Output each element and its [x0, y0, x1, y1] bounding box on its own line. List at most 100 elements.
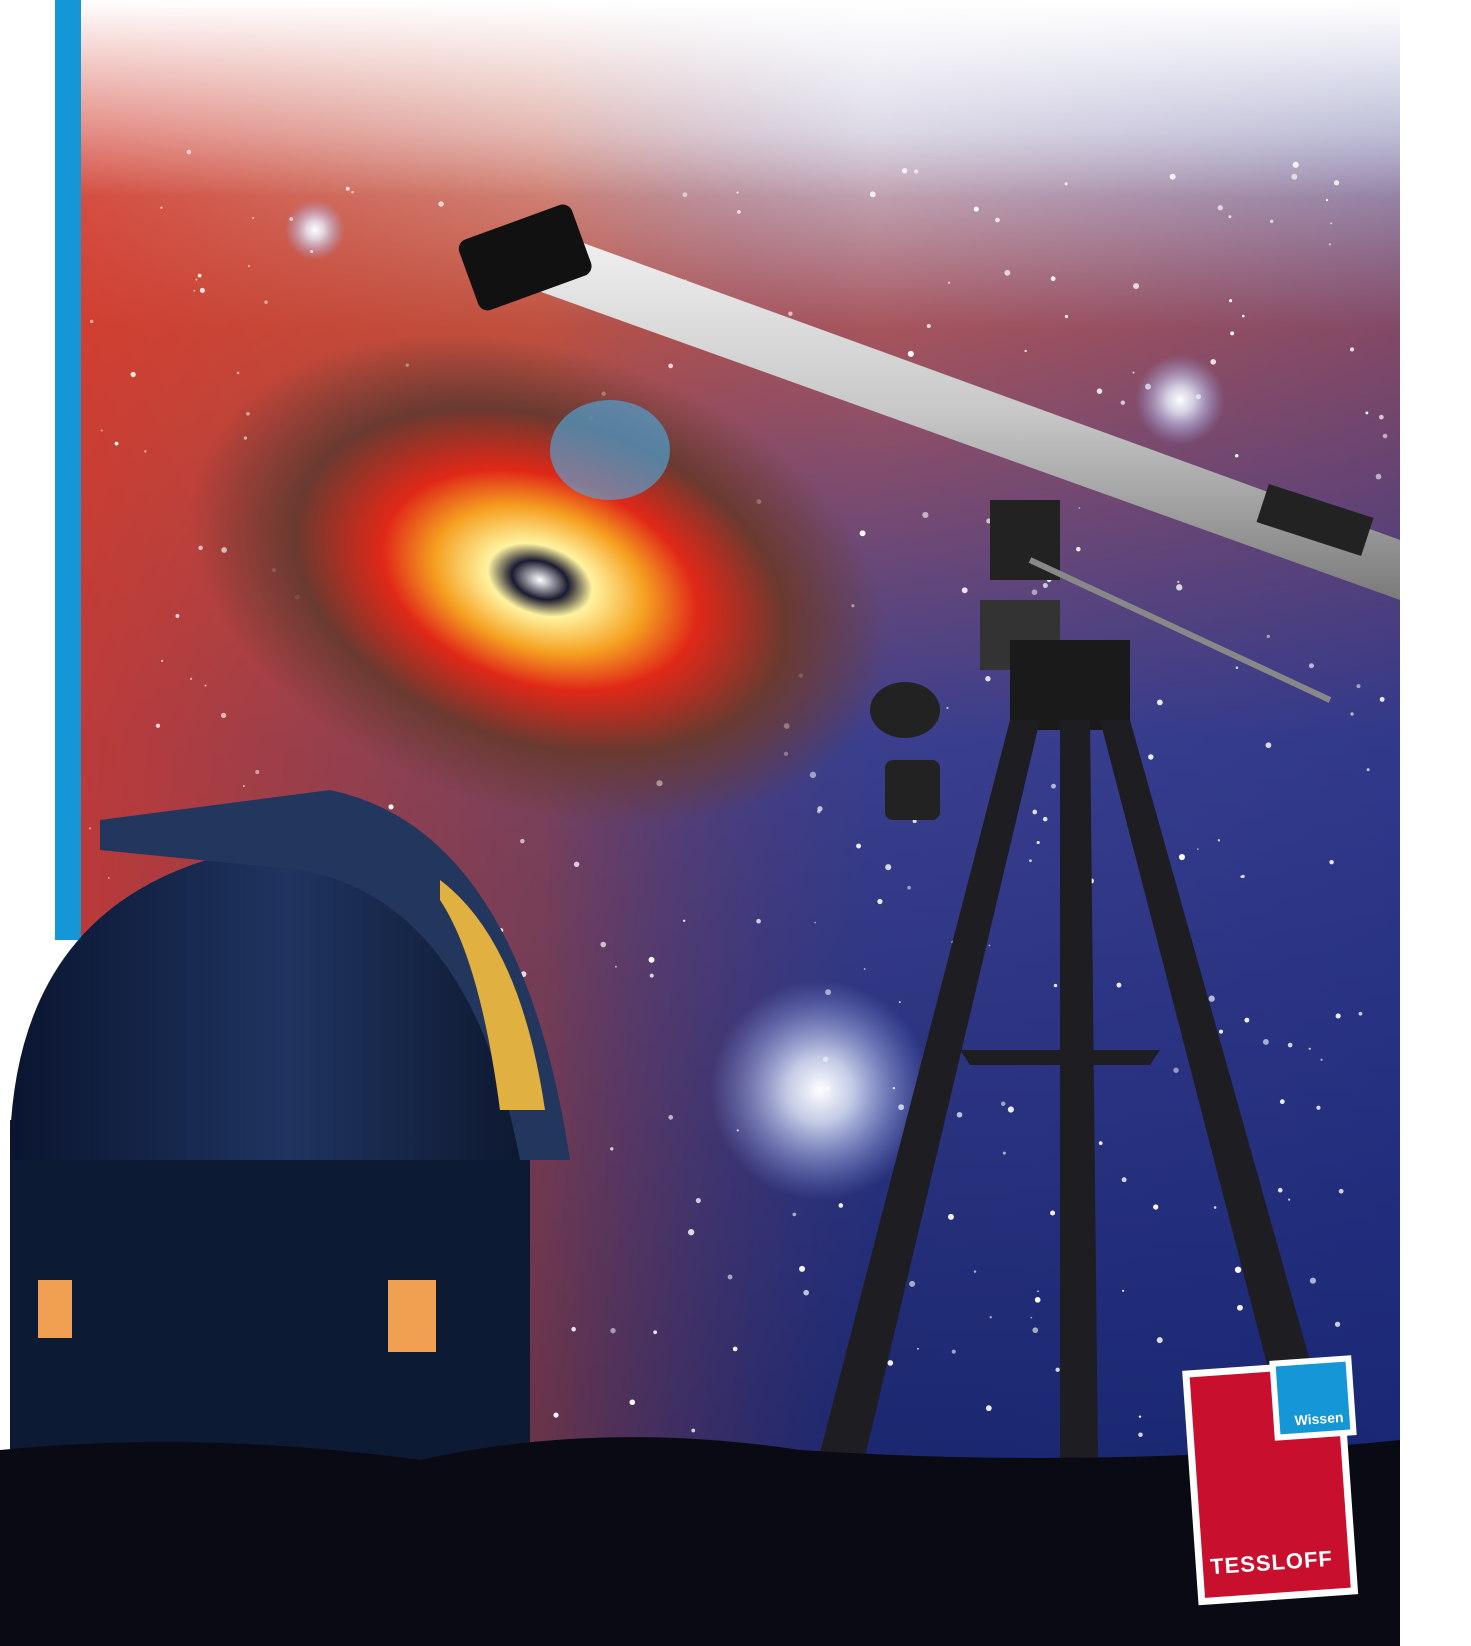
- star: [175, 614, 179, 618]
- star: [1210, 359, 1216, 365]
- star: [877, 899, 882, 904]
- star: [1138, 1432, 1143, 1437]
- star: [1065, 182, 1068, 185]
- star: [1133, 283, 1139, 289]
- star: [1097, 388, 1102, 393]
- star: [1219, 1030, 1223, 1034]
- star: [682, 192, 687, 197]
- star: [989, 945, 991, 947]
- star: [1335, 1322, 1340, 1327]
- star: [1376, 474, 1382, 480]
- star: [1350, 347, 1354, 351]
- star: [737, 210, 741, 214]
- star: [803, 1290, 809, 1296]
- star: [1173, 1068, 1178, 1073]
- star: [1228, 215, 1231, 218]
- star: [691, 1429, 695, 1433]
- star: [115, 442, 119, 446]
- star: [668, 364, 673, 369]
- star: [200, 288, 205, 293]
- star: [630, 1399, 636, 1405]
- star: [1237, 1305, 1243, 1311]
- logo-label: Wissen: [1294, 1409, 1344, 1428]
- star: [1050, 1210, 1055, 1215]
- star: [1117, 983, 1122, 988]
- star: [907, 886, 911, 890]
- star: [1350, 712, 1353, 715]
- star: [346, 187, 350, 191]
- star: [1329, 860, 1333, 864]
- star: [1310, 1278, 1316, 1284]
- star: [909, 1281, 915, 1287]
- star: [600, 942, 606, 948]
- star: [196, 279, 198, 281]
- star: [1266, 742, 1272, 748]
- star: [1230, 331, 1234, 335]
- star: [799, 1266, 805, 1272]
- star: [1032, 1327, 1038, 1333]
- star: [161, 660, 163, 662]
- star: [351, 191, 353, 193]
- star: [1291, 174, 1297, 180]
- star: [1359, 1012, 1363, 1016]
- star: [986, 1405, 992, 1411]
- star: [1122, 1290, 1124, 1292]
- star: [1003, 1152, 1006, 1155]
- star: [1218, 839, 1220, 841]
- star: [198, 274, 202, 278]
- star: [902, 168, 907, 173]
- star: [1157, 1337, 1163, 1343]
- star: [1365, 412, 1368, 415]
- star: [1054, 984, 1057, 987]
- star: [1356, 684, 1360, 688]
- star: [1380, 697, 1385, 702]
- star: [1176, 584, 1182, 590]
- star: [917, 1348, 919, 1350]
- star: [908, 351, 914, 357]
- star: [252, 217, 254, 219]
- star: [1235, 1267, 1241, 1273]
- star: [574, 862, 579, 867]
- star: [864, 968, 866, 970]
- star: [957, 1112, 963, 1118]
- star: [888, 1360, 894, 1366]
- star: [1051, 784, 1056, 789]
- star: [1229, 299, 1232, 302]
- cover-illustration: Wissen TESSLOFF: [0, 0, 1471, 1646]
- star: [438, 201, 444, 207]
- star: [788, 312, 792, 316]
- star: [728, 1275, 733, 1280]
- star: [1076, 547, 1081, 552]
- star: [221, 713, 226, 718]
- star: [974, 207, 979, 212]
- star: [1148, 754, 1153, 759]
- star: [1035, 1297, 1041, 1303]
- star: [243, 785, 245, 787]
- star: [733, 1347, 738, 1352]
- star: [237, 372, 240, 375]
- star: [1278, 1188, 1283, 1193]
- star: [1316, 1106, 1320, 1110]
- star: [205, 685, 207, 687]
- star: [1001, 1102, 1005, 1106]
- star: [1121, 400, 1125, 404]
- star: [650, 974, 654, 978]
- star: [817, 806, 822, 811]
- star: [922, 512, 928, 518]
- star: [995, 218, 1000, 223]
- star: [156, 724, 160, 728]
- star: [553, 1413, 558, 1418]
- star: [1170, 174, 1176, 180]
- star: [160, 207, 162, 209]
- star: [1025, 350, 1027, 352]
- star: [860, 530, 866, 536]
- star: [1037, 841, 1040, 844]
- blue-glow: [550, 400, 670, 500]
- star: [962, 587, 968, 593]
- star: [1293, 162, 1299, 168]
- star: [1065, 315, 1068, 318]
- star: [927, 324, 931, 328]
- star: [144, 450, 147, 453]
- star: [1263, 1039, 1269, 1045]
- star: [610, 1147, 613, 1150]
